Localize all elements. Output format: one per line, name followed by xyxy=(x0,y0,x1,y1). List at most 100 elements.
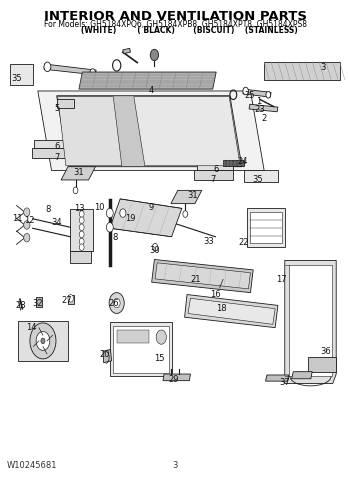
Polygon shape xyxy=(188,298,275,324)
Polygon shape xyxy=(285,260,336,384)
Circle shape xyxy=(266,91,271,98)
Polygon shape xyxy=(155,263,251,289)
Polygon shape xyxy=(79,72,216,89)
Text: 1: 1 xyxy=(257,98,262,106)
Polygon shape xyxy=(264,62,340,80)
Polygon shape xyxy=(44,64,96,75)
Polygon shape xyxy=(197,162,233,170)
Polygon shape xyxy=(58,97,122,166)
Text: 20: 20 xyxy=(99,350,110,359)
Polygon shape xyxy=(117,330,149,343)
Polygon shape xyxy=(243,89,271,97)
Text: 30: 30 xyxy=(149,246,160,256)
Text: 13: 13 xyxy=(74,204,84,213)
Text: 25: 25 xyxy=(245,91,255,100)
Circle shape xyxy=(30,323,56,359)
Polygon shape xyxy=(18,321,68,361)
Circle shape xyxy=(79,231,84,238)
Circle shape xyxy=(113,298,120,308)
Text: 7: 7 xyxy=(54,153,60,162)
Text: 22: 22 xyxy=(238,238,249,247)
Text: 32: 32 xyxy=(33,299,43,309)
Circle shape xyxy=(106,223,113,232)
Polygon shape xyxy=(38,91,264,170)
Circle shape xyxy=(24,208,30,216)
Text: 21: 21 xyxy=(190,275,201,284)
Text: W10245681: W10245681 xyxy=(7,461,57,469)
Text: 5: 5 xyxy=(54,103,59,113)
Text: 18: 18 xyxy=(216,304,226,313)
Polygon shape xyxy=(250,212,282,243)
Text: 3: 3 xyxy=(172,461,178,469)
Polygon shape xyxy=(61,167,96,180)
Text: 36: 36 xyxy=(321,347,331,356)
Circle shape xyxy=(183,211,188,217)
Polygon shape xyxy=(32,148,73,158)
Polygon shape xyxy=(247,208,285,247)
Polygon shape xyxy=(34,140,69,148)
Text: 9: 9 xyxy=(148,203,154,212)
Polygon shape xyxy=(223,160,244,166)
Polygon shape xyxy=(171,190,202,204)
Polygon shape xyxy=(134,97,240,166)
Text: 2: 2 xyxy=(261,114,267,123)
Text: 33: 33 xyxy=(203,237,214,246)
Text: 35: 35 xyxy=(11,74,22,83)
Polygon shape xyxy=(68,295,74,304)
Circle shape xyxy=(73,187,78,194)
Text: 16: 16 xyxy=(210,290,221,299)
Text: 6: 6 xyxy=(54,142,60,151)
Text: 6: 6 xyxy=(214,165,219,174)
Text: 4: 4 xyxy=(148,86,154,96)
Circle shape xyxy=(90,69,96,76)
Polygon shape xyxy=(70,209,93,251)
Text: 24: 24 xyxy=(238,156,248,166)
Text: 26: 26 xyxy=(108,298,119,308)
Text: 28: 28 xyxy=(15,301,26,310)
Circle shape xyxy=(79,224,84,230)
Circle shape xyxy=(44,62,51,71)
Text: 3: 3 xyxy=(320,63,325,72)
Circle shape xyxy=(152,243,158,251)
Text: 14: 14 xyxy=(26,323,36,332)
Circle shape xyxy=(24,233,30,242)
Text: 29: 29 xyxy=(168,375,178,384)
Polygon shape xyxy=(110,199,182,237)
Polygon shape xyxy=(123,48,131,54)
Text: 8: 8 xyxy=(112,233,118,242)
Circle shape xyxy=(243,87,248,95)
Circle shape xyxy=(150,49,159,61)
Text: 8: 8 xyxy=(46,205,51,214)
Polygon shape xyxy=(57,96,242,167)
Text: 7: 7 xyxy=(210,174,215,184)
Circle shape xyxy=(106,208,113,218)
Text: 17: 17 xyxy=(276,275,287,284)
Circle shape xyxy=(156,330,167,344)
Circle shape xyxy=(79,238,84,245)
Circle shape xyxy=(36,331,50,350)
Text: 12: 12 xyxy=(24,216,34,225)
Polygon shape xyxy=(289,265,332,376)
Polygon shape xyxy=(70,251,91,263)
Circle shape xyxy=(24,221,30,229)
Text: 15: 15 xyxy=(154,355,165,363)
Polygon shape xyxy=(36,298,42,307)
Text: 31: 31 xyxy=(73,169,84,177)
Polygon shape xyxy=(244,170,278,182)
Circle shape xyxy=(79,244,84,251)
Text: 10: 10 xyxy=(94,203,105,212)
Circle shape xyxy=(68,295,74,302)
Polygon shape xyxy=(57,99,74,108)
Text: 23: 23 xyxy=(255,105,265,114)
Polygon shape xyxy=(110,322,172,376)
Circle shape xyxy=(120,209,126,217)
Text: 31: 31 xyxy=(188,191,198,199)
Text: 11: 11 xyxy=(12,214,22,223)
Polygon shape xyxy=(308,357,336,372)
Polygon shape xyxy=(266,375,289,381)
Text: 35: 35 xyxy=(253,174,263,184)
Polygon shape xyxy=(194,170,233,180)
Text: (WHITE)        ( BLACK)       (BISCUIT)    (STAINLESS): (WHITE) ( BLACK) (BISCUIT) (STAINLESS) xyxy=(52,26,298,35)
Circle shape xyxy=(109,293,124,313)
Polygon shape xyxy=(184,295,278,327)
